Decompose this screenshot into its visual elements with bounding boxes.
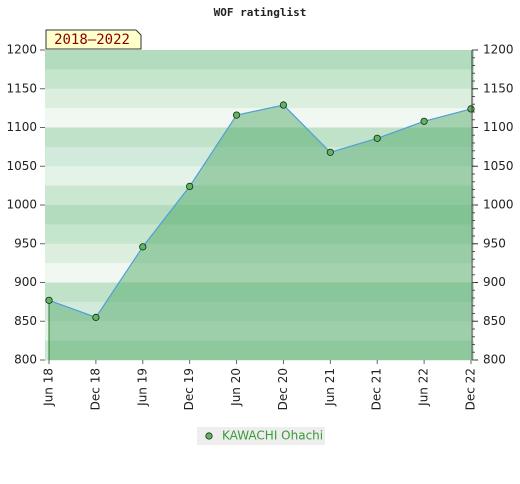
y2-tick-label: 800 [483, 353, 506, 367]
band [45, 340, 474, 361]
band [45, 224, 474, 245]
band [45, 205, 474, 225]
band [45, 166, 474, 187]
point [279, 101, 288, 109]
x-tick-label: Jun 22 [417, 368, 431, 407]
band [45, 50, 474, 70]
point [467, 105, 475, 113]
y-tick-label: 950 [14, 236, 37, 250]
y2-tick-label: 1150 [483, 81, 514, 95]
x-tick-label: Jun 19 [135, 368, 149, 407]
y2-tick-label: 1000 [483, 198, 514, 212]
point [420, 117, 428, 125]
band [45, 69, 474, 90]
y-tick-label: 850 [14, 314, 37, 328]
band [45, 185, 474, 206]
y-tick-label: 1100 [6, 120, 37, 134]
band [45, 146, 474, 167]
band [45, 321, 474, 342]
point [232, 111, 241, 119]
y-tick-label: 800 [14, 353, 37, 367]
x-tick-label: Dec 22 [464, 368, 478, 410]
legend-box [197, 427, 325, 445]
point [186, 182, 194, 190]
x-tick-label: Dec 20 [276, 368, 290, 410]
y-tick-label: 1000 [6, 198, 37, 212]
point [92, 313, 100, 321]
band [45, 108, 474, 128]
y2-tick-label: 950 [483, 236, 506, 250]
band [45, 263, 474, 283]
y2-tick-label: 850 [483, 314, 506, 328]
y2-tick-label: 1200 [483, 43, 514, 57]
badge-box [45, 29, 142, 50]
y-tick-label: 900 [14, 275, 37, 289]
y-tick-label: 1050 [6, 159, 37, 173]
x-tick-label: Dec 19 [182, 368, 196, 410]
x-tick-label: Jun 21 [323, 368, 337, 407]
x-tick-label: Jun 20 [229, 368, 243, 407]
band [45, 282, 474, 303]
band [45, 88, 474, 109]
band [45, 301, 474, 322]
legend-label: KAWACHI Ohachi [222, 429, 323, 443]
legend-marker [205, 432, 213, 440]
badge-text: 2018–2022 [54, 32, 130, 48]
point [45, 296, 53, 304]
bands [45, 50, 474, 361]
y-tick-label: 1200 [6, 43, 37, 57]
point [373, 134, 381, 142]
line [48, 104, 472, 319]
area [49, 105, 471, 361]
point [326, 148, 334, 156]
band [45, 127, 474, 148]
band [45, 243, 474, 264]
y-tick-label: 1150 [6, 81, 37, 95]
x-tick-label: Jun 18 [42, 368, 56, 407]
point [139, 243, 147, 251]
chart-title: WOF ratinglist [214, 6, 307, 19]
x-tick-label: Dec 21 [370, 368, 384, 410]
y2-tick-label: 1050 [483, 159, 514, 173]
y2-tick-label: 1100 [483, 120, 514, 134]
plot [45, 101, 475, 361]
y2-tick-label: 900 [483, 275, 506, 289]
x-tick-label: Dec 18 [88, 368, 102, 410]
